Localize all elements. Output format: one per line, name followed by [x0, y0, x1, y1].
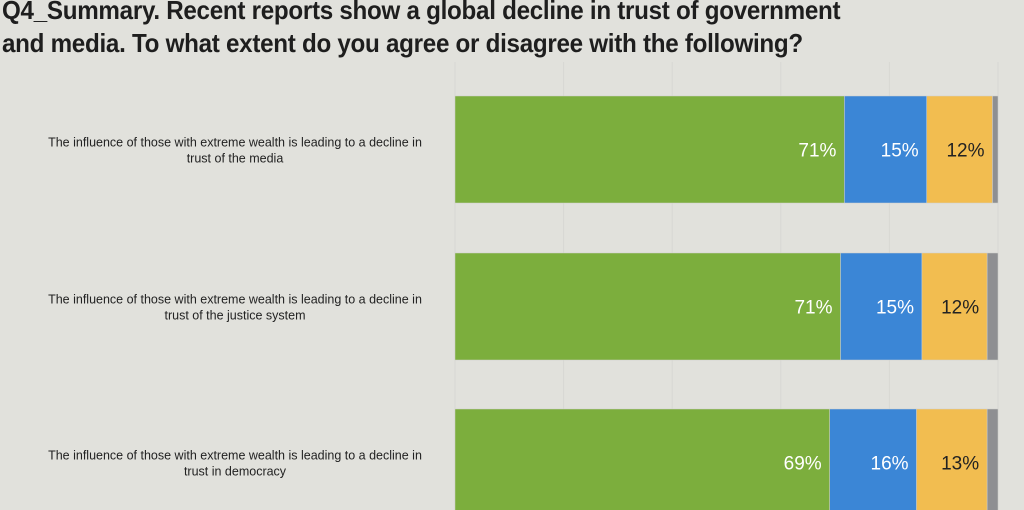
data-label: 13% — [941, 454, 979, 475]
data-label: 16% — [871, 454, 909, 475]
category-label: trust of the media — [187, 152, 284, 166]
data-label: 71% — [794, 298, 832, 319]
bar-segment — [986, 408, 999, 510]
bar-segment — [916, 408, 988, 510]
category-label: The influence of those with extreme weal… — [48, 293, 422, 307]
bar-segment — [921, 252, 988, 361]
bar-segment — [840, 252, 923, 361]
bar-segment — [926, 95, 993, 204]
bar-segment — [454, 95, 845, 204]
bar-segment — [844, 95, 927, 204]
bar-segment — [986, 252, 999, 361]
bar-segment — [992, 95, 999, 204]
data-label: 15% — [876, 298, 914, 319]
data-label: 15% — [881, 141, 919, 162]
data-label: 12% — [946, 141, 984, 162]
category-label: trust in democracy — [184, 465, 287, 479]
category-label: The influence of those with extreme weal… — [48, 449, 422, 463]
data-label: 71% — [798, 141, 836, 162]
title-line-2: and media. To what extent do you agree o… — [2, 28, 803, 58]
data-label: 12% — [941, 298, 979, 319]
bar-segment — [454, 408, 830, 510]
bar-segment — [829, 408, 917, 510]
title-line-1: Q4_Summary. Recent reports show a global… — [2, 0, 841, 25]
chart-title: Q4_Summary. Recent reports show a global… — [2, 0, 951, 60]
category-label: trust of the justice system — [164, 309, 305, 323]
data-label: 69% — [784, 454, 822, 475]
category-label: The influence of those with extreme weal… — [48, 136, 422, 150]
bar-segment — [454, 252, 841, 361]
